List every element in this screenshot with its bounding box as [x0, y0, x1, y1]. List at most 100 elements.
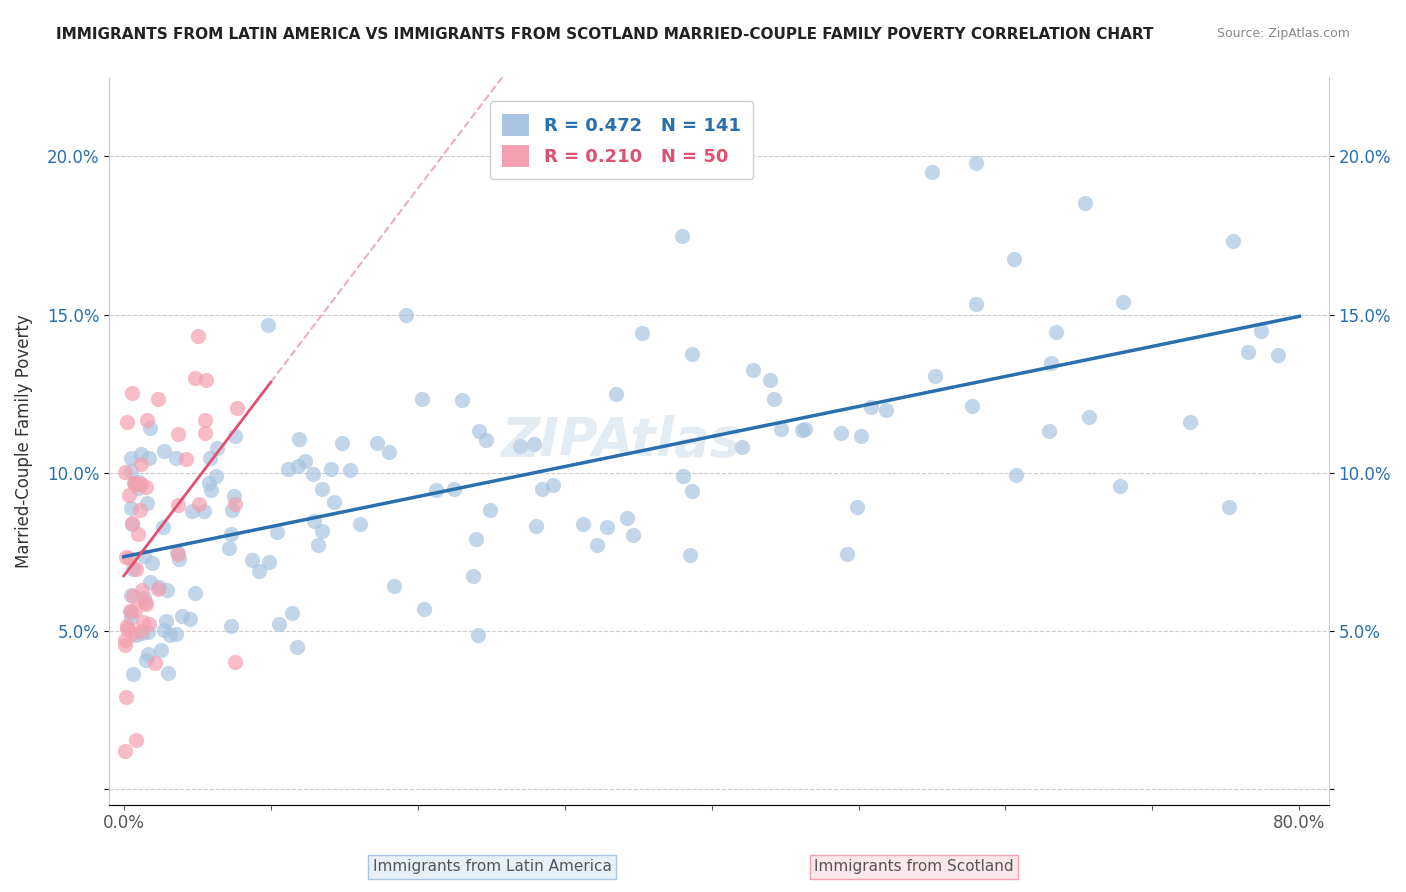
Point: [247, 564, 270, 578]
Point: [240, 553, 263, 567]
Point: [122, 625, 145, 640]
Text: ZIPAtlas: ZIPAtlas: [502, 415, 741, 467]
Point: [224, 429, 246, 443]
Point: [152, 520, 174, 534]
Point: [132, 549, 155, 563]
Point: [121, 590, 143, 604]
Point: [125, 628, 148, 642]
Point: [187, 329, 209, 343]
Point: [1074, 195, 1097, 210]
Point: [349, 516, 371, 531]
Point: [377, 445, 399, 459]
Point: [451, 393, 474, 408]
Point: [616, 510, 638, 524]
Point: [1004, 468, 1026, 483]
Point: [135, 653, 157, 667]
Point: [280, 606, 302, 620]
Point: [115, 415, 138, 429]
Point: [835, 547, 858, 561]
Point: [1111, 295, 1133, 310]
Point: [114, 632, 136, 647]
Point: [322, 495, 344, 509]
Point: [136, 647, 159, 661]
Point: [114, 638, 136, 652]
Point: [965, 297, 987, 311]
Point: [631, 326, 654, 341]
Point: [124, 475, 146, 490]
Point: [127, 477, 149, 491]
Text: Immigrants from Scotland: Immigrants from Scotland: [814, 859, 1014, 874]
Point: [572, 517, 595, 532]
Point: [120, 451, 142, 466]
Point: [127, 526, 149, 541]
Point: [586, 538, 609, 552]
Point: [339, 463, 361, 477]
Point: [197, 475, 219, 490]
Point: [125, 562, 148, 576]
Text: Immigrants from Latin America: Immigrants from Latin America: [373, 859, 612, 874]
Point: [605, 387, 627, 401]
Point: [165, 627, 187, 641]
Point: [198, 450, 221, 465]
Point: [200, 483, 222, 498]
Point: [524, 518, 547, 533]
Point: [543, 478, 565, 492]
Point: [1038, 424, 1060, 438]
Point: [120, 588, 142, 602]
Point: [138, 616, 160, 631]
Point: [287, 459, 309, 474]
Point: [1077, 410, 1099, 425]
Point: [218, 541, 240, 555]
Point: [170, 609, 193, 624]
Point: [153, 443, 176, 458]
Point: [224, 655, 246, 669]
Point: [257, 318, 280, 332]
Point: [127, 481, 149, 495]
Point: [311, 524, 333, 538]
Point: [277, 461, 299, 475]
Point: [672, 469, 695, 483]
Point: [1039, 356, 1062, 370]
Point: [219, 619, 242, 633]
Point: [139, 421, 162, 435]
Point: [115, 690, 138, 704]
Point: [114, 549, 136, 564]
Point: [769, 422, 792, 436]
Point: [831, 425, 853, 440]
Point: [183, 371, 205, 385]
Point: [121, 516, 143, 531]
Y-axis label: Married-Couple Family Poverty: Married-Couple Family Poverty: [15, 314, 32, 568]
Point: [136, 624, 159, 639]
Point: [204, 469, 226, 483]
Point: [467, 628, 489, 642]
Point: [226, 401, 249, 416]
Point: [443, 483, 465, 497]
Point: [193, 504, 215, 518]
Point: [509, 439, 531, 453]
Point: [153, 623, 176, 637]
Point: [301, 467, 323, 482]
Point: [924, 368, 946, 383]
Point: [179, 612, 201, 626]
Text: Source: ZipAtlas.com: Source: ZipAtlas.com: [1216, 27, 1350, 40]
Point: [146, 392, 169, 407]
Point: [115, 619, 138, 633]
Point: [121, 561, 143, 575]
Point: [181, 504, 204, 518]
Point: [1108, 479, 1130, 493]
Point: [146, 582, 169, 596]
Point: [311, 482, 333, 496]
Point: [121, 386, 143, 401]
Point: [194, 426, 217, 441]
Point: [307, 538, 329, 552]
Point: [267, 617, 290, 632]
Point: [120, 605, 142, 619]
Point: [222, 489, 245, 503]
Point: [965, 156, 987, 170]
Point: [120, 611, 142, 625]
Point: [859, 400, 882, 414]
Point: [132, 615, 155, 629]
Point: [671, 228, 693, 243]
Point: [129, 624, 152, 638]
Point: [184, 586, 207, 600]
